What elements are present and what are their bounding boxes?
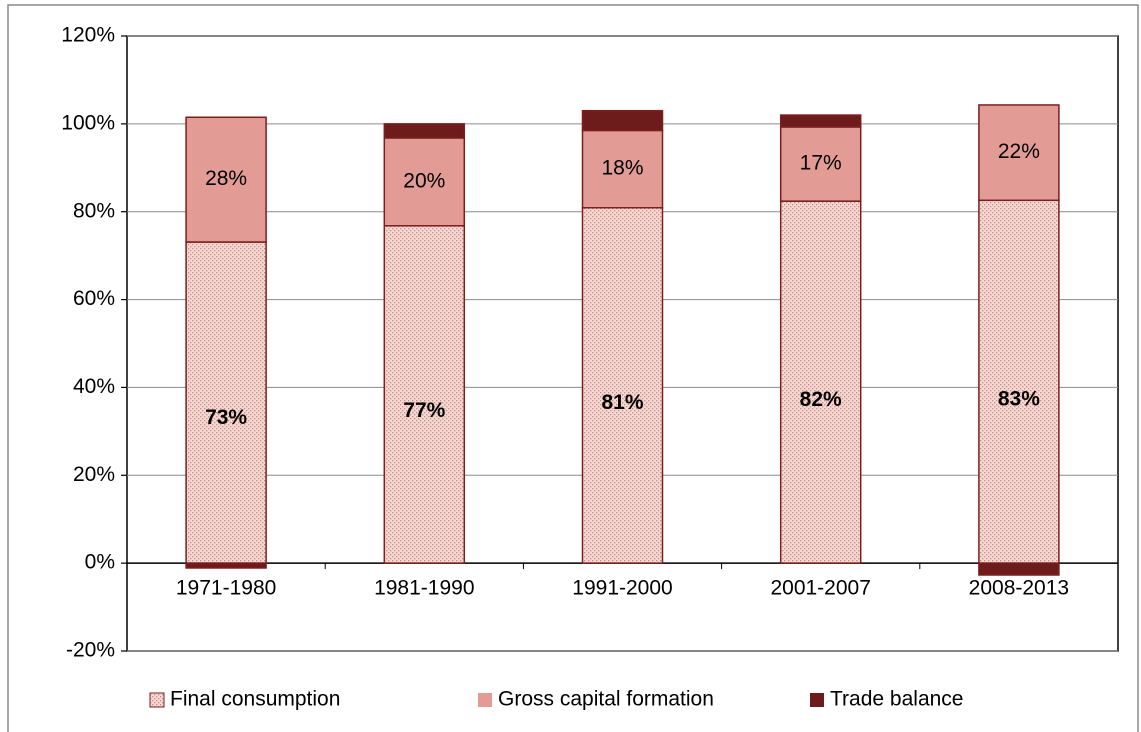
bar-segment: [383, 137, 466, 227]
data-label: 83%: [998, 387, 1040, 410]
bar-segment: [185, 562, 267, 569]
data-label: 82%: [800, 388, 842, 411]
x-tick-label: 1971-1980: [176, 577, 276, 600]
legend-label: Trade balance: [830, 688, 963, 711]
bar-segment: [581, 207, 664, 564]
data-label: 22%: [998, 140, 1040, 163]
bar-segment: [383, 225, 466, 564]
legend-label: Final consumption: [170, 688, 340, 711]
data-label: 20%: [403, 169, 445, 192]
data-label: 18%: [601, 157, 643, 180]
bar-segment: [581, 129, 664, 209]
data-label: 81%: [601, 391, 643, 414]
y-tick-label: 40%: [73, 375, 115, 398]
y-tick-label: 120%: [61, 24, 115, 47]
data-label: 17%: [800, 152, 842, 175]
bar-segment: [383, 123, 466, 139]
y-tick-label: -20%: [66, 639, 115, 662]
legend-label: Gross capital formation: [498, 688, 714, 711]
chart-border: [7, 4, 1139, 732]
legend-swatch: [478, 693, 492, 707]
bar-segment: [978, 104, 1060, 202]
bar-segment: [978, 199, 1060, 564]
data-label: 28%: [205, 167, 247, 190]
y-tick-label: 100%: [61, 111, 115, 134]
data-label: 73%: [205, 406, 247, 429]
bar-segment: [185, 116, 267, 243]
y-tick-label: 0%: [85, 551, 115, 574]
bar-segment: [978, 562, 1060, 576]
bar-segment: [779, 114, 862, 128]
bar-segment: [581, 109, 664, 132]
x-tick-label: 1991-2000: [572, 577, 672, 600]
bar-segment: [779, 200, 862, 564]
legend-swatch: [149, 692, 165, 708]
y-tick-label: 20%: [73, 463, 115, 486]
data-label: 77%: [403, 399, 445, 422]
x-tick-label: 2008-2013: [969, 577, 1069, 600]
y-tick-label: 60%: [73, 287, 115, 310]
bar-segment: [779, 126, 862, 202]
bar-segment: [185, 241, 267, 564]
x-tick-label: 1981-1990: [374, 577, 474, 600]
y-tick-label: 80%: [73, 199, 115, 222]
x-tick-label: 2001-2007: [770, 577, 870, 600]
legend-swatch: [810, 693, 824, 707]
